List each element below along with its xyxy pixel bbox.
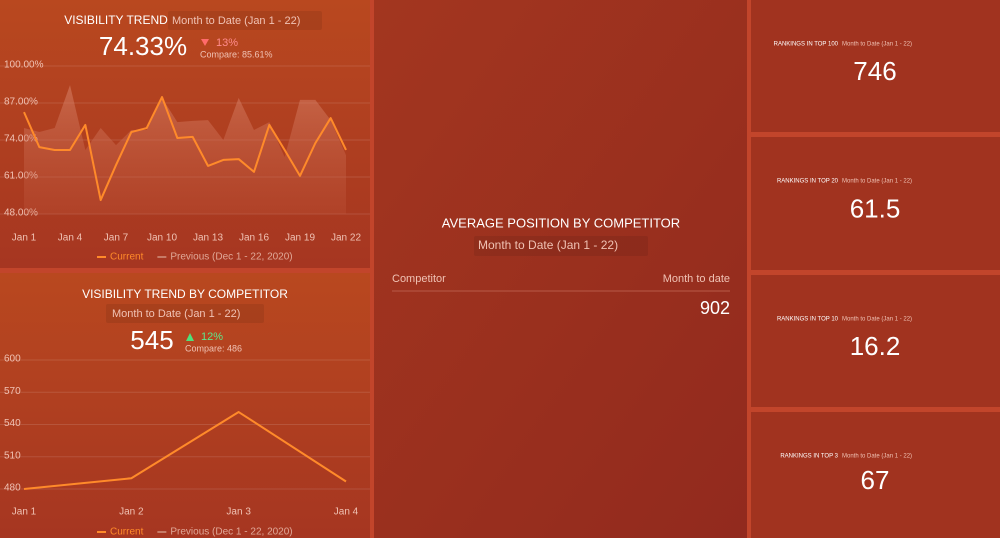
legend-label: Current — [110, 252, 144, 263]
kpi-filter[interactable]: Month to Date (Jan 1 - 22) — [842, 179, 912, 185]
kpi-filter[interactable]: Month to Date (Jan 1 - 22) — [842, 317, 912, 323]
down-arrow — [201, 39, 209, 46]
headline-value: 545 — [130, 325, 173, 355]
column-header: Month to date — [663, 273, 730, 285]
y-tick-label: 48.00% — [4, 208, 38, 219]
date-filter-label[interactable]: Month to Date (Jan 1 - 22) — [172, 15, 300, 27]
panel — [751, 412, 1000, 538]
compare-value: Compare: 486 — [185, 343, 242, 353]
kpi-value: 61.5 — [850, 193, 901, 223]
kpi-title: RANKINGS IN TOP 3 — [780, 454, 838, 460]
y-tick-label: 570 — [4, 386, 21, 397]
x-tick-label: Jan 1 — [12, 233, 37, 244]
x-tick-label: Jan 4 — [334, 507, 359, 518]
x-tick-label: Jan 3 — [226, 507, 251, 518]
kpi-filter[interactable]: Month to Date (Jan 1 - 22) — [842, 454, 912, 460]
change-value: 13% — [216, 37, 238, 49]
date-filter[interactable] — [474, 236, 648, 256]
compare-value: Compare: 85.61% — [200, 49, 273, 59]
up-arrow — [186, 333, 194, 341]
legend-label: Previous (Dec 1 - 22, 2020) — [170, 527, 292, 538]
change-value: 12% — [201, 331, 223, 343]
y-tick-label: 100.00% — [4, 60, 44, 71]
panel — [374, 0, 747, 538]
kpi-title: RANKINGS IN TOP 20 — [777, 179, 839, 185]
date-filter-label[interactable]: Month to Date (Jan 1 - 22) — [112, 308, 240, 320]
column-header: Competitor — [392, 273, 446, 285]
date-filter[interactable] — [106, 304, 264, 323]
kpi-title: RANKINGS IN TOP 10 — [777, 317, 839, 323]
x-tick-label: Jan 16 — [239, 233, 269, 244]
chart-title: VISIBILITY TREND BY COMPETITOR — [82, 287, 288, 301]
y-tick-label: 540 — [4, 418, 21, 429]
series-area — [24, 85, 346, 214]
x-tick-label: Jan 2 — [119, 507, 144, 518]
x-tick-label: Jan 1 — [12, 507, 37, 518]
y-tick-label: 600 — [4, 354, 21, 365]
x-tick-label: Jan 10 — [147, 233, 177, 244]
x-tick-label: Jan 13 — [193, 233, 223, 244]
chart-title: VISIBILITY TREND — [64, 13, 168, 27]
x-tick-label: Jan 22 — [331, 233, 361, 244]
series-line — [23, 411, 347, 490]
panel — [751, 137, 1000, 270]
headline-value: 74.33% — [99, 31, 187, 61]
legend-label: Current — [110, 527, 144, 538]
table-cell: 902 — [700, 298, 730, 318]
y-tick-label: 510 — [4, 450, 21, 461]
kpi-value: 746 — [853, 56, 896, 86]
kpi-value: 16.2 — [850, 331, 901, 361]
y-tick-label: 480 — [4, 483, 21, 494]
x-tick-label: Jan 4 — [58, 233, 83, 244]
y-tick-label: 87.00% — [4, 97, 38, 108]
panel — [751, 0, 1000, 132]
kpi-title: RANKINGS IN TOP 100 — [774, 42, 839, 48]
series-line — [23, 96, 347, 202]
y-tick-label: 74.00% — [4, 134, 38, 145]
table-title: AVERAGE POSITION BY COMPETITOR — [442, 215, 680, 230]
panel — [0, 273, 370, 538]
x-tick-label: Jan 19 — [285, 233, 315, 244]
kpi-value: 67 — [861, 465, 890, 495]
x-tick-label: Jan 7 — [104, 233, 129, 244]
date-filter-label[interactable]: Month to Date (Jan 1 - 22) — [478, 238, 618, 252]
legend-label: Previous (Dec 1 - 22, 2020) — [170, 252, 292, 263]
kpi-filter[interactable]: Month to Date (Jan 1 - 22) — [842, 42, 912, 48]
panel — [751, 275, 1000, 407]
y-tick-label: 61.00% — [4, 171, 38, 182]
date-filter[interactable] — [168, 11, 322, 30]
